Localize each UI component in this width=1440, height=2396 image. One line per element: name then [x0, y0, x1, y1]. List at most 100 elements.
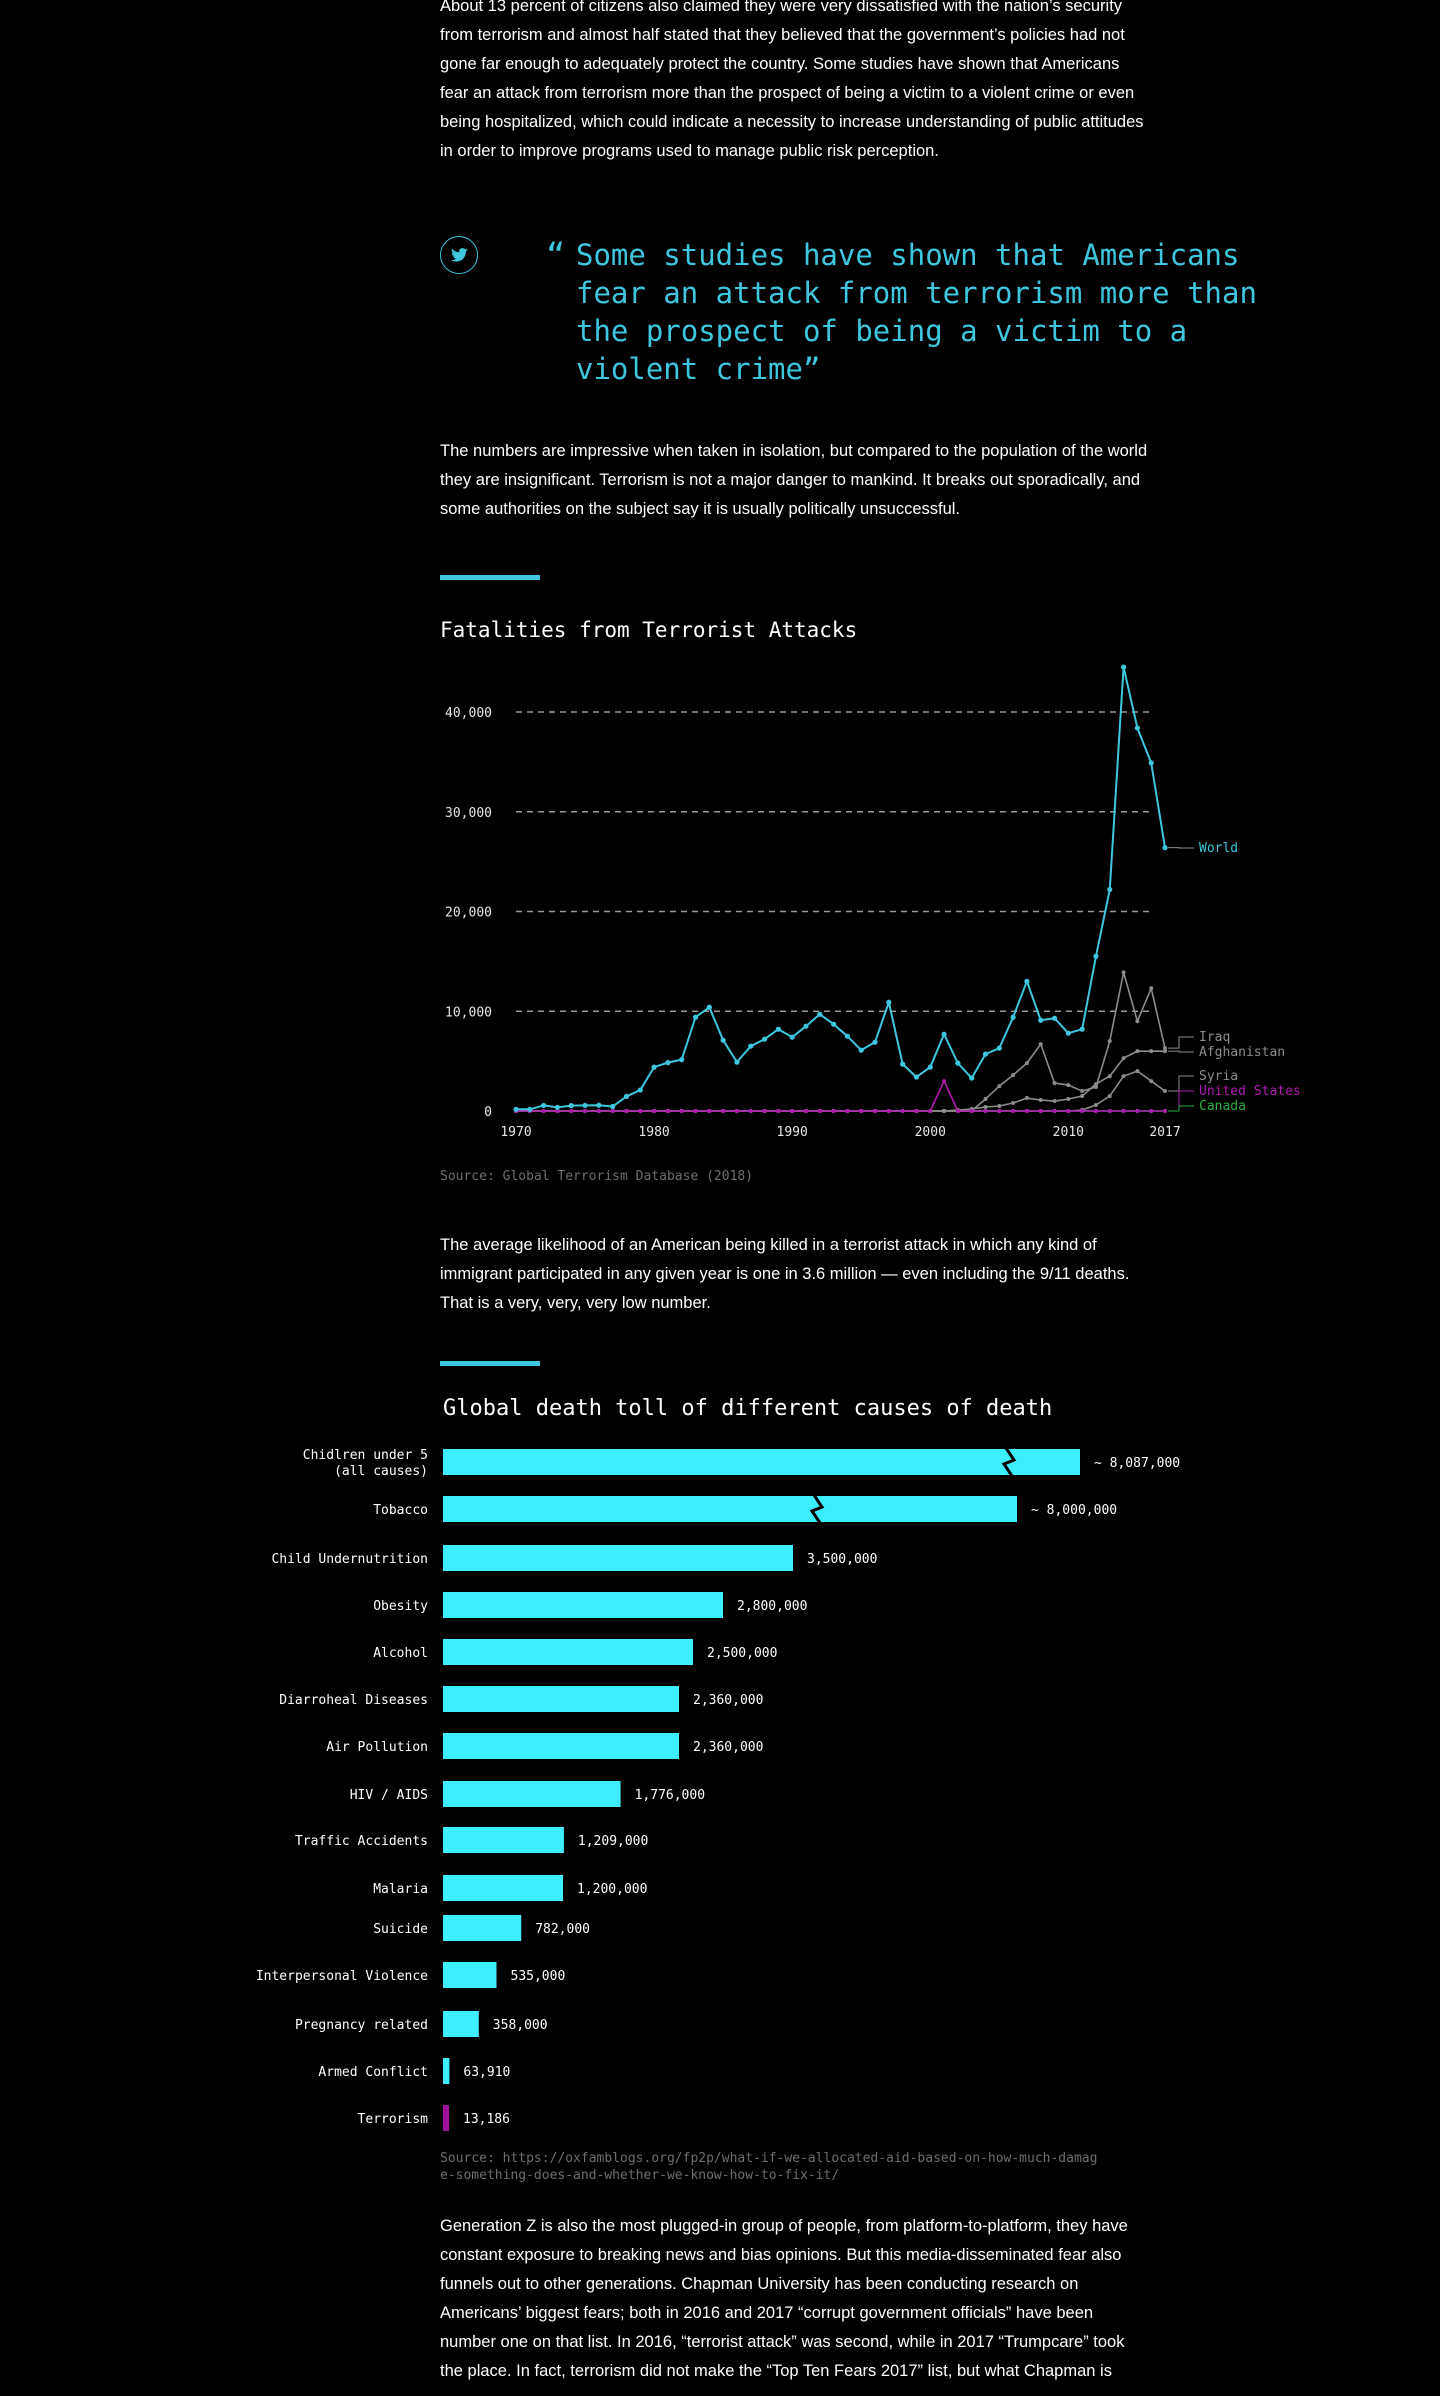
iraq-point [983, 1097, 988, 1102]
united-states-point [873, 1109, 878, 1113]
world-point [900, 1061, 906, 1067]
world-point [1120, 664, 1127, 670]
bar-value-label: 13,186 [463, 2112, 510, 2127]
bar [443, 2011, 479, 2037]
iraq-point [1135, 1019, 1140, 1024]
world-point [568, 1103, 574, 1109]
world-point [1162, 845, 1168, 851]
world-point [913, 1074, 920, 1080]
world-point [554, 1104, 561, 1110]
iraq-point [1011, 1073, 1016, 1078]
bar [443, 1592, 723, 1618]
united-states-point [817, 1109, 822, 1113]
afghanistan-point [1066, 1097, 1071, 1102]
syria-point [1163, 1089, 1167, 1094]
bar-category-label: Malaria [373, 1882, 428, 1897]
bar-category-label: (all causes) [334, 1464, 428, 1479]
united-states-point [997, 1109, 1002, 1113]
afghanistan-point [997, 1104, 1002, 1109]
bar-value-label: 1,209,000 [578, 1834, 648, 1849]
twitter-icon [450, 248, 468, 262]
world-point [734, 1059, 740, 1065]
world-point [651, 1064, 657, 1070]
bar [443, 1449, 1080, 1475]
united-states-point [1163, 1109, 1167, 1113]
bar-category-label: Obesity [373, 1599, 428, 1614]
bar-category-label: Air Pollution [326, 1740, 428, 1755]
world-point [982, 1051, 989, 1057]
united-states-point [886, 1109, 891, 1113]
line-chart-title: Fatalities from Terrorist Attacks [440, 618, 858, 642]
afghanistan-point [1135, 1049, 1140, 1054]
world-point [706, 1004, 712, 1010]
bar-value-label: 2,800,000 [737, 1599, 807, 1614]
bar-chart-source: Source: https://oxfamblogs.org/fp2p/what… [440, 2151, 1098, 2183]
bar-category-label: Traffic Accidents [295, 1834, 428, 1849]
bar [443, 1686, 679, 1712]
iraq-point [942, 1109, 947, 1113]
bar-value-label: 2,500,000 [707, 1646, 777, 1661]
y-tick-label: 30,000 [445, 806, 492, 821]
united-states-point [583, 1109, 588, 1113]
x-tick-label: 1970 [500, 1125, 531, 1140]
x-tick-label: 2017 [1149, 1125, 1180, 1140]
leader-line [1168, 1036, 1194, 1049]
bar [443, 1962, 497, 1988]
afghanistan-point [1149, 1049, 1154, 1054]
bar [443, 1545, 793, 1571]
article-paragraph-1: About 13 percent of citizens also claime… [440, 0, 1144, 160]
world-point [1024, 978, 1030, 984]
series-label: Afghanistan [1199, 1045, 1285, 1060]
united-states-point [955, 1109, 960, 1113]
bar-category-label: Tobacco [373, 1503, 428, 1518]
united-states-point [969, 1109, 974, 1113]
united-states-point [652, 1109, 657, 1113]
leader-line [1168, 1050, 1194, 1053]
bar-category-label: Interpersonal Violence [256, 1969, 428, 1984]
united-states-point [983, 1109, 988, 1113]
syria-point [1135, 1069, 1140, 1074]
bar-category-label: Armed Conflict [318, 2065, 428, 2080]
bar [443, 1915, 522, 1941]
united-states-point [928, 1109, 933, 1113]
world-point [720, 1037, 726, 1043]
afghanistan-point [1107, 1074, 1112, 1079]
x-tick-label: 1990 [777, 1125, 808, 1140]
world-point [927, 1064, 933, 1070]
section-divider-1 [440, 575, 540, 580]
axis-break-mark [1001, 1447, 1017, 1477]
share-quote-button[interactable] [440, 236, 478, 274]
world-point [1093, 953, 1099, 959]
world-point [955, 1060, 961, 1066]
afghanistan-point [1011, 1101, 1016, 1106]
bar [443, 1781, 621, 1807]
x-tick-label: 1980 [638, 1125, 669, 1140]
bar-value-label: 535,000 [511, 1969, 566, 1984]
world-point [830, 1021, 837, 1027]
article-paragraph-2: The numbers are impressive when taken in… [440, 442, 1148, 518]
world-point [789, 1034, 795, 1040]
series-label: World [1199, 841, 1238, 856]
iraq-point [1038, 1042, 1043, 1047]
x-tick-label: 2000 [915, 1125, 946, 1140]
united-states-point [859, 1109, 864, 1113]
united-states-point [803, 1109, 808, 1113]
bar [443, 2105, 449, 2131]
bar-category-label: Suicide [373, 1922, 428, 1937]
world-point [541, 1102, 547, 1109]
iraq-point [997, 1084, 1002, 1089]
world-point [941, 1031, 947, 1037]
bar-value-label: ~ 8,000,000 [1031, 1503, 1117, 1518]
bar-value-label: 3,500,000 [807, 1552, 877, 1567]
death-toll-bar-chart: Chidlren under 5(all causes) ~ 8,087,000 T… [256, 1447, 1180, 2131]
fatalities-line-chart: 0 10,000 20,000 30,000 40,000 1970 1980 1990 200… [445, 664, 1301, 1140]
pull-quote: Some studies have shown that Americans f… [576, 238, 1257, 386]
united-states-point [1121, 1109, 1126, 1113]
world-point [858, 1047, 864, 1053]
world-point [817, 1011, 823, 1017]
bar-category-label: Diarroheal Diseases [279, 1693, 428, 1708]
world-point [665, 1060, 671, 1066]
syria-point [1149, 1079, 1154, 1084]
united-states-point [1107, 1109, 1112, 1113]
united-states-point [1093, 1109, 1098, 1113]
